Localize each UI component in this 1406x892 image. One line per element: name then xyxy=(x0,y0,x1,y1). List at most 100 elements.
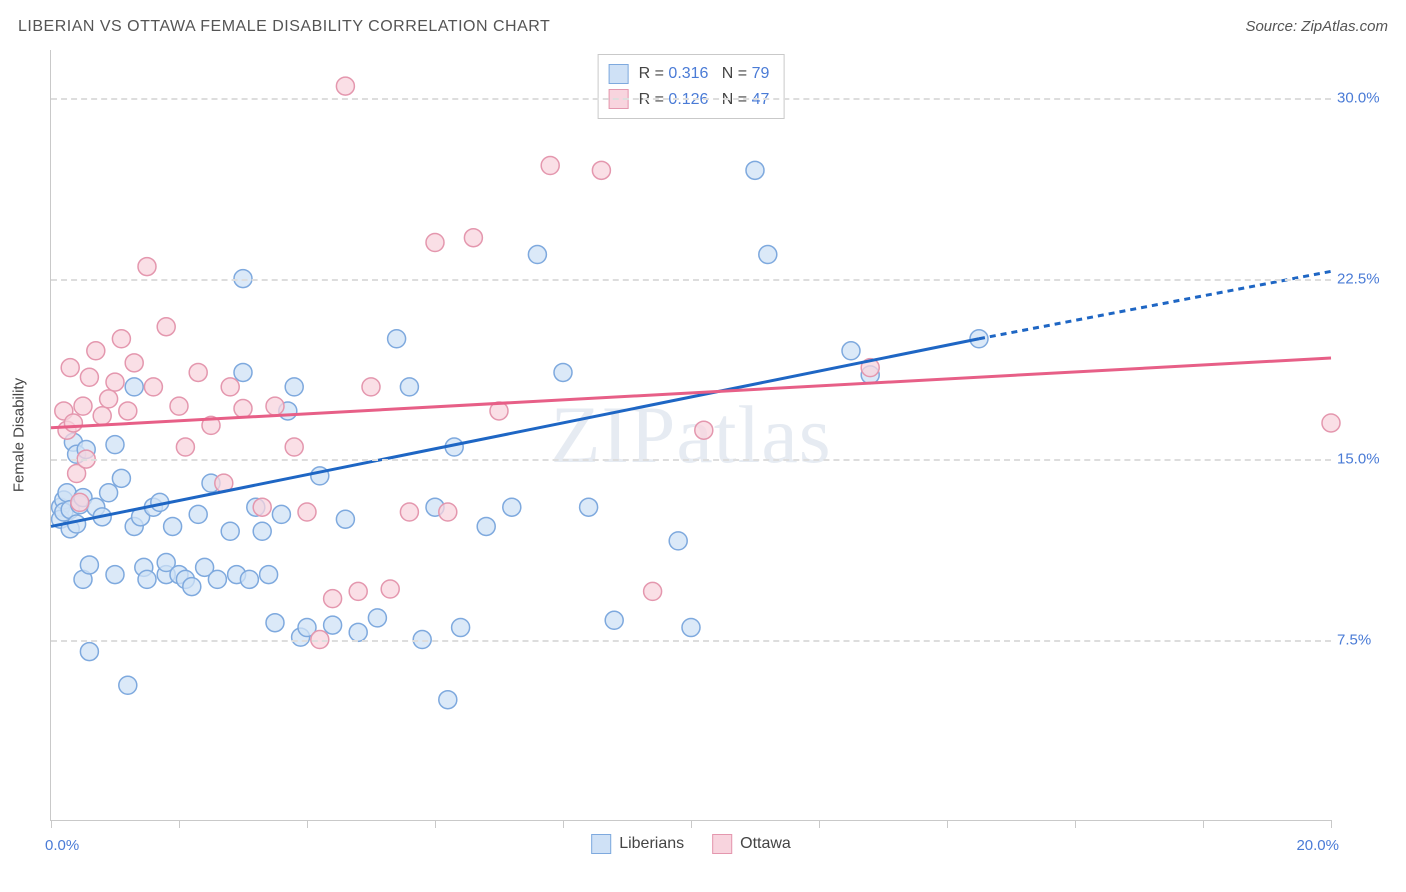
scatter-point xyxy=(176,438,194,456)
scatter-point xyxy=(272,505,290,523)
scatter-point xyxy=(100,390,118,408)
scatter-point xyxy=(842,342,860,360)
scatter-point xyxy=(260,566,278,584)
scatter-point xyxy=(695,421,713,439)
scatter-point xyxy=(298,503,316,521)
x-tick xyxy=(691,820,692,828)
scatter-point xyxy=(439,503,457,521)
scatter-point xyxy=(605,611,623,629)
scatter-point xyxy=(170,397,188,415)
scatter-point xyxy=(208,570,226,588)
scatter-point xyxy=(106,566,124,584)
regression-line-dashed xyxy=(979,271,1331,338)
scatter-point xyxy=(541,157,559,175)
scatter-point xyxy=(285,378,303,396)
scatter-point xyxy=(439,691,457,709)
scatter-point xyxy=(189,363,207,381)
y-tick-label: 7.5% xyxy=(1337,631,1389,648)
scatter-point xyxy=(336,510,354,528)
scatter-point xyxy=(100,484,118,502)
legend-series-label: Liberians xyxy=(619,835,684,853)
legend-series-item: Liberians xyxy=(591,834,684,854)
scatter-point xyxy=(528,246,546,264)
scatter-point xyxy=(426,234,444,252)
scatter-point xyxy=(759,246,777,264)
x-tick xyxy=(179,820,180,828)
legend-stats-row: R = 0.316 N = 79 xyxy=(609,61,770,87)
scatter-point xyxy=(119,402,137,420)
scatter-point xyxy=(285,438,303,456)
scatter-point xyxy=(240,570,258,588)
scatter-point xyxy=(189,505,207,523)
scatter-svg xyxy=(51,50,1331,820)
scatter-point xyxy=(336,77,354,95)
scatter-point xyxy=(349,582,367,600)
legend-series-item: Ottawa xyxy=(712,834,791,854)
scatter-point xyxy=(106,373,124,391)
scatter-point xyxy=(74,397,92,415)
scatter-point xyxy=(266,614,284,632)
scatter-point xyxy=(746,161,764,179)
legend-swatch xyxy=(609,64,629,84)
legend-series: Liberians Ottawa xyxy=(591,834,791,854)
scatter-point xyxy=(71,493,89,511)
gridline xyxy=(51,459,1331,461)
scatter-point xyxy=(157,318,175,336)
scatter-point xyxy=(503,498,521,516)
legend-series-label: Ottawa xyxy=(740,835,791,853)
scatter-point xyxy=(80,643,98,661)
scatter-point xyxy=(119,676,137,694)
scatter-point xyxy=(234,363,252,381)
scatter-point xyxy=(164,517,182,535)
scatter-point xyxy=(93,407,111,425)
scatter-point xyxy=(87,342,105,360)
scatter-point xyxy=(144,378,162,396)
scatter-point xyxy=(125,378,143,396)
x-tick xyxy=(1331,820,1332,828)
scatter-point xyxy=(112,469,130,487)
scatter-point xyxy=(125,354,143,372)
scatter-point xyxy=(138,570,156,588)
scatter-point xyxy=(554,363,572,381)
legend-stats-text: R = 0.316 N = 79 xyxy=(639,61,770,87)
scatter-point xyxy=(324,590,342,608)
x-tick xyxy=(563,820,564,828)
scatter-point xyxy=(400,378,418,396)
x-tick xyxy=(1203,820,1204,828)
scatter-point xyxy=(112,330,130,348)
x-axis-min-label: 0.0% xyxy=(45,837,79,854)
x-tick xyxy=(819,820,820,828)
chart-header: LIBERIAN VS OTTAWA FEMALE DISABILITY COR… xyxy=(18,18,1388,36)
scatter-point xyxy=(477,517,495,535)
scatter-point xyxy=(644,582,662,600)
scatter-point xyxy=(669,532,687,550)
scatter-point xyxy=(183,578,201,596)
scatter-point xyxy=(138,258,156,276)
scatter-point xyxy=(464,229,482,247)
x-tick xyxy=(947,820,948,828)
scatter-point xyxy=(61,359,79,377)
scatter-point xyxy=(234,400,252,418)
gridline xyxy=(51,98,1331,100)
chart-title: LIBERIAN VS OTTAWA FEMALE DISABILITY COR… xyxy=(18,18,550,36)
scatter-point xyxy=(400,503,418,521)
scatter-point xyxy=(1322,414,1340,432)
plot-area: Female Disability ZIPatlas R = 0.316 N =… xyxy=(50,50,1331,821)
scatter-point xyxy=(64,414,82,432)
y-axis-title: Female Disability xyxy=(11,378,28,492)
scatter-point xyxy=(592,161,610,179)
gridline xyxy=(51,640,1331,642)
scatter-point xyxy=(381,580,399,598)
scatter-point xyxy=(106,436,124,454)
legend-swatch xyxy=(591,834,611,854)
scatter-point xyxy=(682,619,700,637)
x-axis-max-label: 20.0% xyxy=(1296,837,1339,854)
chart-source: Source: ZipAtlas.com xyxy=(1245,18,1388,35)
scatter-point xyxy=(221,522,239,540)
scatter-point xyxy=(452,619,470,637)
scatter-point xyxy=(266,397,284,415)
y-tick-label: 22.5% xyxy=(1337,270,1389,287)
x-tick xyxy=(435,820,436,828)
y-tick-label: 15.0% xyxy=(1337,451,1389,468)
x-tick xyxy=(307,820,308,828)
